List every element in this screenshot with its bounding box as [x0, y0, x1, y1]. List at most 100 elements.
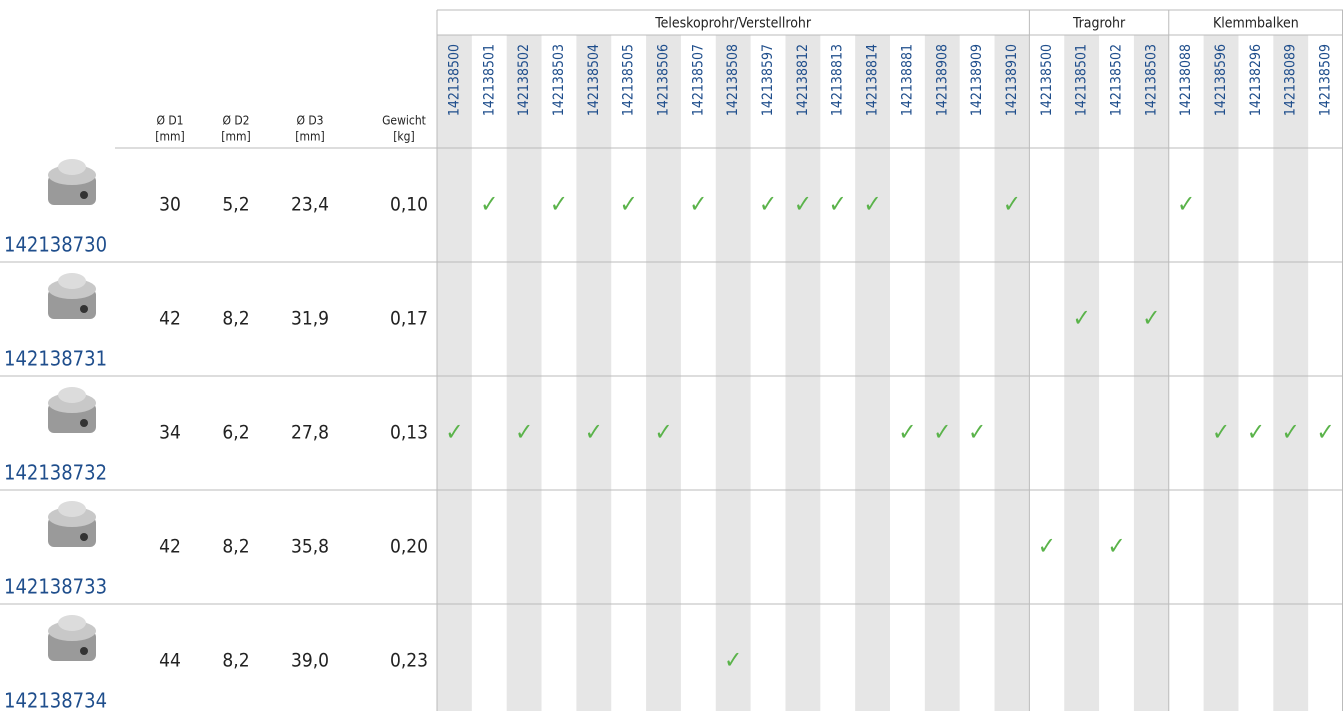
part-hole [80, 191, 88, 199]
spec-value: 35,8 [291, 536, 329, 558]
column-code: 142138089 [1283, 44, 1299, 116]
part-cap [58, 159, 86, 175]
column-code: 142138812 [795, 44, 811, 116]
column-code: 142138505 [621, 44, 637, 116]
check-mark: ✓ [968, 418, 986, 446]
column-stripe [1064, 35, 1100, 711]
check-mark: ✓ [829, 190, 847, 218]
column-stripe [994, 35, 1030, 711]
spec-value: 0,13 [390, 422, 428, 444]
column-stripe [924, 35, 960, 711]
column-stripe [715, 35, 751, 711]
group-header: Teleskoprohr/Verstellrohr [654, 16, 812, 32]
part-cap [58, 273, 86, 289]
check-mark: ✓ [898, 418, 916, 446]
column-unit: [kg] [393, 130, 415, 144]
spec-value: 0,10 [390, 194, 428, 216]
column-code: 142138507 [690, 44, 706, 116]
product-image [48, 159, 96, 205]
check-mark: ✓ [585, 418, 603, 446]
check-mark: ✓ [1317, 418, 1335, 446]
product-image [48, 387, 96, 433]
check-mark: ✓ [480, 190, 498, 218]
spec-value: 8,2 [222, 308, 249, 330]
column-code: 142138088 [1178, 44, 1194, 116]
column-code: 142138502 [516, 44, 532, 116]
check-mark: ✓ [1107, 532, 1125, 560]
part-hole [80, 419, 88, 427]
spec-value: 31,9 [291, 308, 329, 330]
column-code: 142138508 [725, 44, 741, 116]
column-code: 142138910 [1004, 44, 1020, 116]
column-code: 142138908 [934, 44, 950, 116]
column-header: Ø D3 [296, 114, 323, 128]
spec-value: 5,2 [222, 194, 249, 216]
part-cap [58, 615, 86, 631]
spec-value: 34 [159, 422, 181, 444]
column-code: 142138502 [1109, 44, 1125, 116]
product-image [48, 273, 96, 319]
check-mark: ✓ [1003, 190, 1021, 218]
column-stripe [646, 35, 681, 711]
column-stripe [506, 35, 542, 711]
check-mark: ✓ [1247, 418, 1265, 446]
column-code: 142138597 [760, 44, 776, 116]
spec-value: 0,17 [390, 308, 428, 330]
check-mark: ✓ [445, 418, 463, 446]
column-code: 142138596 [1213, 44, 1229, 116]
spec-value: 42 [159, 536, 181, 558]
column-header: Ø D1 [156, 114, 183, 128]
group-header: Klemmbalken [1213, 16, 1299, 32]
spec-value: 8,2 [222, 536, 249, 558]
spec-value: 6,2 [222, 422, 249, 444]
group-header: Tragrohr [1072, 16, 1126, 32]
spec-value: 0,23 [390, 650, 428, 672]
check-mark: ✓ [864, 190, 882, 218]
column-code: 142138814 [865, 44, 881, 116]
part-hole [80, 533, 88, 541]
column-code: 142138506 [656, 44, 672, 116]
product-code: 142138734 [4, 689, 107, 711]
check-mark: ✓ [1282, 418, 1300, 446]
column-code: 142138500 [1039, 44, 1055, 116]
check-mark: ✓ [1038, 532, 1056, 560]
column-stripe [1133, 35, 1169, 711]
product-code: 142138731 [4, 347, 107, 371]
column-header: Ø D2 [222, 114, 249, 128]
check-mark: ✓ [620, 190, 638, 218]
column-stripe [1273, 35, 1309, 711]
column-code: 142138503 [1143, 44, 1159, 116]
column-stripe [855, 35, 890, 711]
column-code: 142138813 [830, 44, 846, 116]
column-code: 142138296 [1248, 44, 1264, 116]
check-mark: ✓ [1142, 304, 1160, 332]
spec-value: 30 [159, 194, 181, 216]
spec-value: 39,0 [291, 650, 329, 672]
spec-value: 27,8 [291, 422, 329, 444]
check-mark: ✓ [1073, 304, 1091, 332]
product-code: 142138730 [4, 233, 107, 257]
product-code: 142138732 [4, 461, 107, 485]
column-code: 142138500 [446, 44, 462, 116]
column-code: 142138881 [899, 44, 915, 116]
check-mark: ✓ [794, 190, 812, 218]
column-code: 142138501 [481, 44, 497, 116]
check-mark: ✓ [759, 190, 777, 218]
check-mark: ✓ [515, 418, 533, 446]
column-unit: [mm] [295, 130, 324, 144]
column-stripe [437, 35, 472, 711]
column-stripe [1203, 35, 1239, 711]
product-image [48, 615, 96, 661]
spec-value: 42 [159, 308, 181, 330]
column-header: Gewicht [382, 114, 426, 128]
check-mark: ✓ [1212, 418, 1230, 446]
part-cap [58, 387, 86, 403]
product-image [48, 501, 96, 547]
part-cap [58, 501, 86, 517]
check-mark: ✓ [689, 190, 707, 218]
part-hole [80, 647, 88, 655]
part-hole [80, 305, 88, 313]
column-unit: [mm] [155, 130, 184, 144]
check-mark: ✓ [550, 190, 568, 218]
